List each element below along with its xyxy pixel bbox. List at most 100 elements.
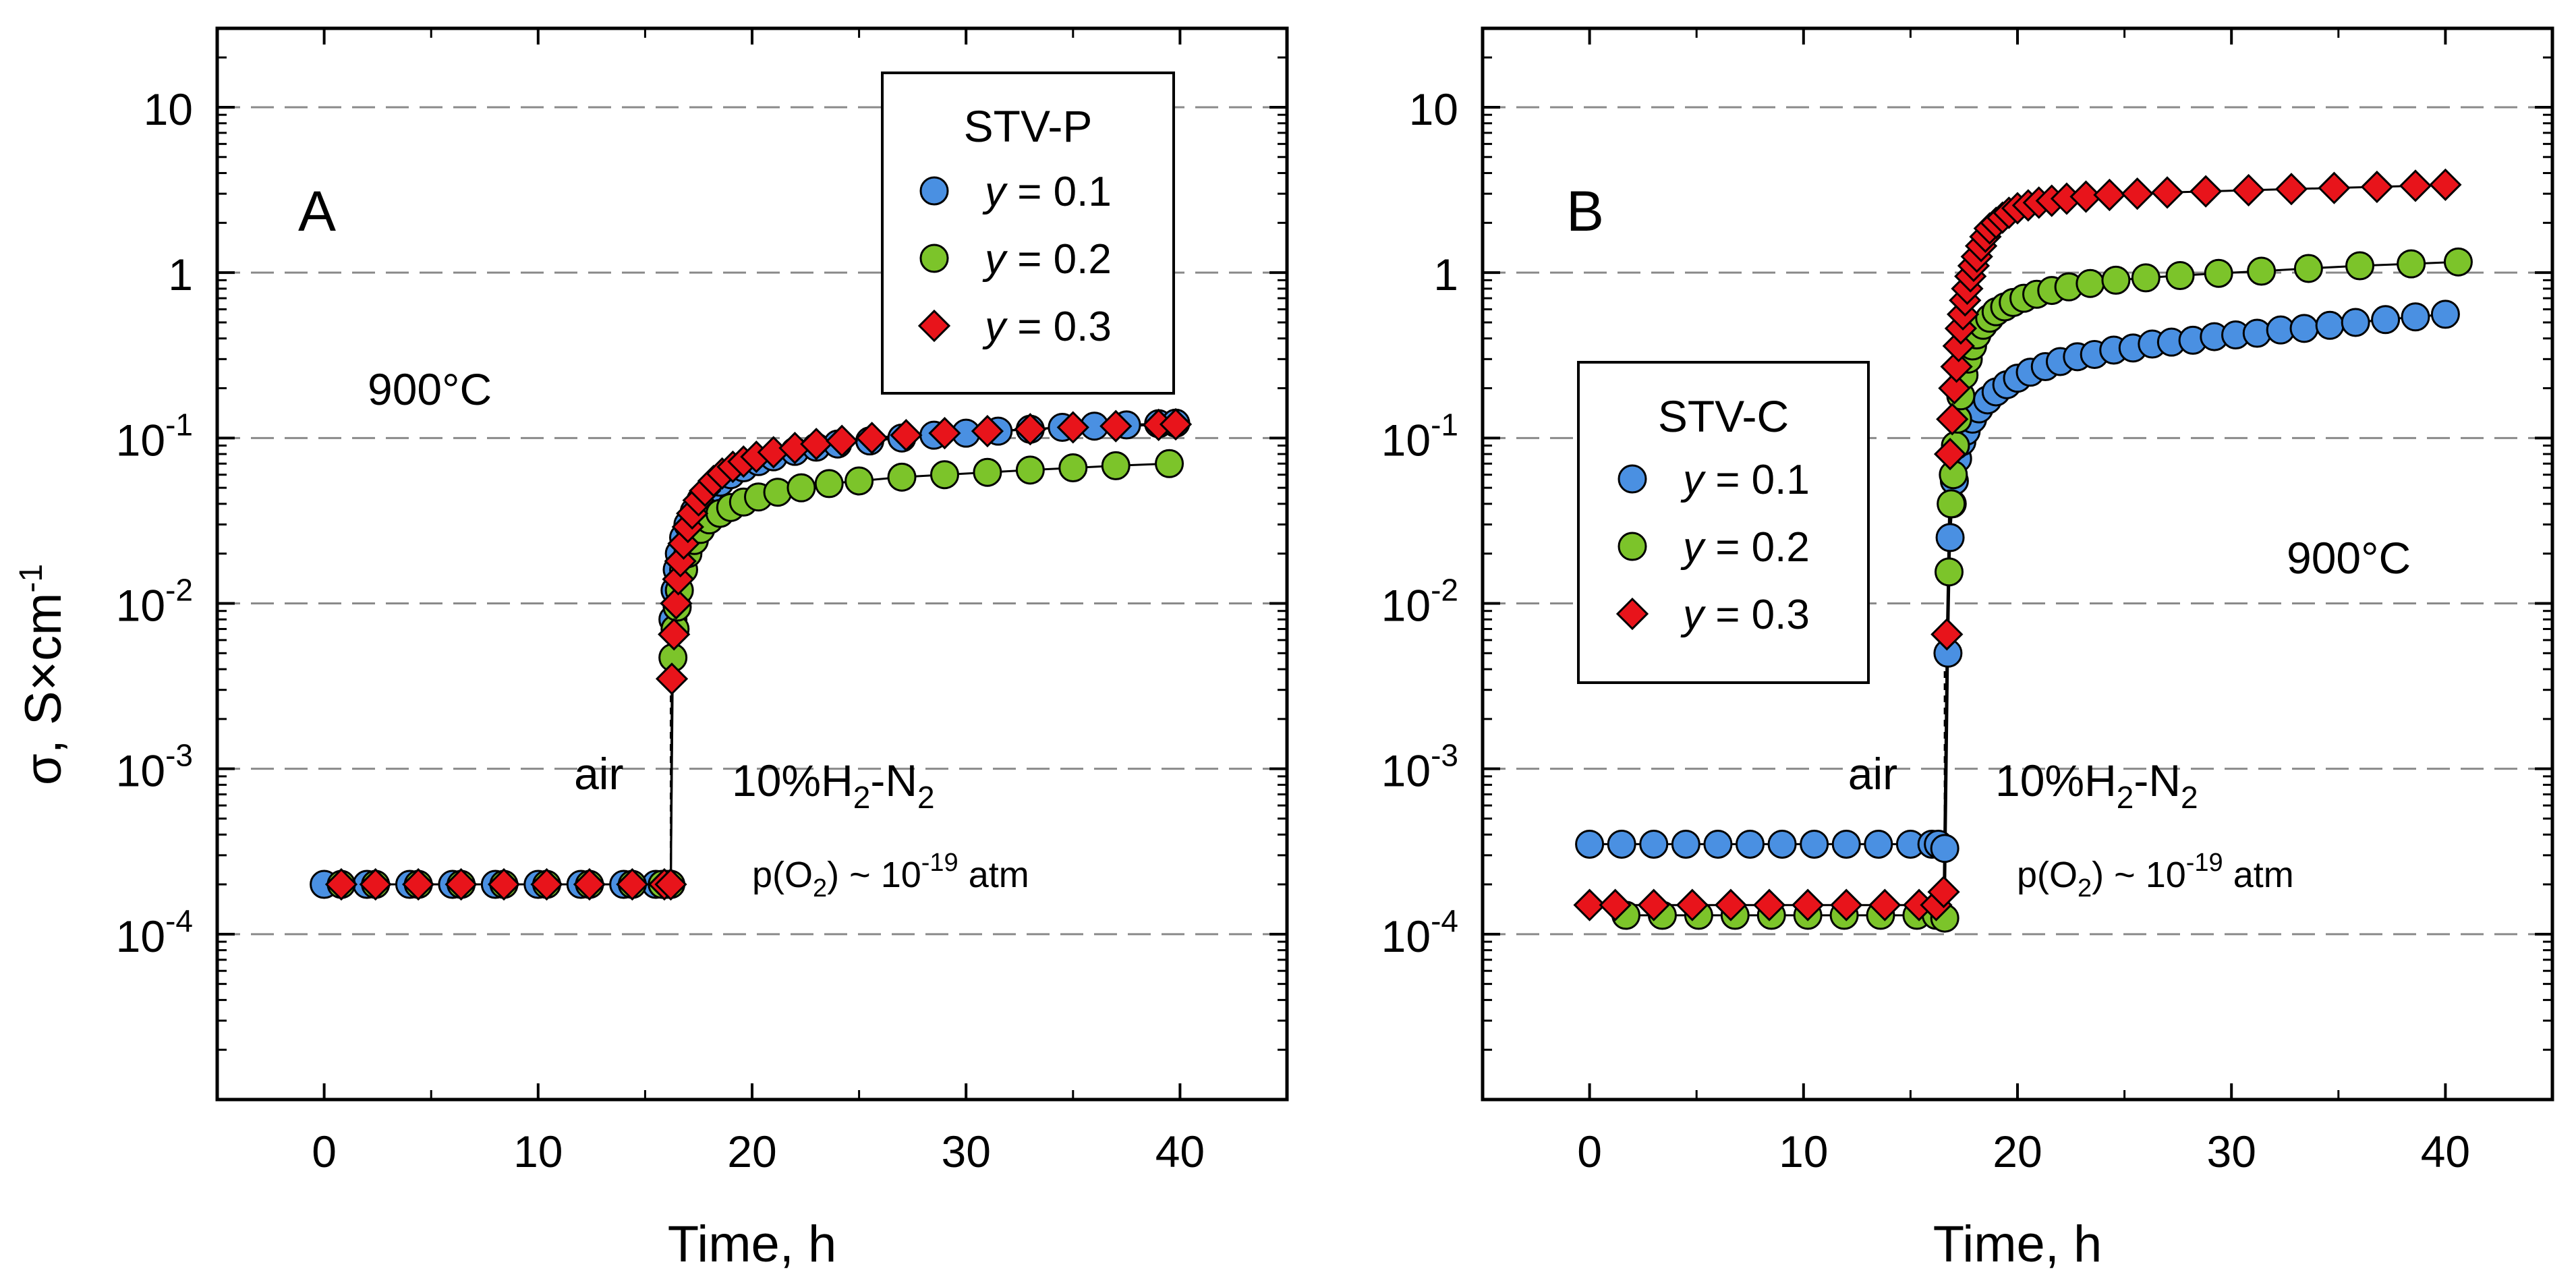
data-point	[1800, 829, 1829, 859]
legend-value: = 0.2	[1704, 524, 1810, 571]
data-point	[855, 422, 888, 455]
data-point	[971, 415, 1004, 448]
data-point	[2204, 258, 2233, 288]
data-point	[2131, 263, 2160, 293]
data-point	[2399, 169, 2432, 202]
h2-subscript: 2	[2117, 780, 2134, 815]
legend-marker	[917, 309, 951, 343]
po2-label: p(O2) ~ 10-19 atm	[2017, 849, 2294, 903]
y-tick-exponent: -2	[1431, 572, 1458, 607]
data-point	[1014, 413, 1047, 446]
data-point	[1752, 888, 1786, 921]
y-tick-label: 10	[1409, 84, 1458, 134]
y-tick-base: 1	[1433, 250, 1458, 300]
y-tick-label: 10	[144, 84, 193, 134]
atmosphere-h2-label: 10%H2-N2	[732, 756, 935, 815]
n2-subscript: 2	[2181, 780, 2198, 815]
atmosphere-air-label: air	[574, 749, 623, 799]
data-point	[1767, 829, 1797, 859]
data-point	[928, 416, 961, 450]
x-tick-label: 30	[2206, 1127, 2256, 1176]
data-point	[887, 462, 917, 492]
legend-box	[881, 72, 1175, 395]
data-point	[487, 867, 521, 901]
x-axis-title: Time, h	[1933, 1216, 2102, 1273]
data-point	[826, 424, 859, 457]
data-point	[1639, 829, 1669, 859]
panel-label: B	[1566, 179, 1604, 243]
data-point	[573, 867, 606, 901]
data-point	[890, 419, 923, 452]
legend-entry-label: y = 0.1	[982, 169, 1112, 215]
legend-value: = 0.2	[1006, 236, 1112, 283]
data-point	[2121, 177, 2154, 210]
series-3	[1573, 168, 2462, 921]
data-point	[1015, 455, 1045, 485]
data-point	[2360, 170, 2394, 204]
data-point	[2293, 254, 2323, 283]
temperature-label: 900°C	[2287, 533, 2411, 583]
data-point	[973, 457, 1002, 487]
data-point	[2318, 171, 2351, 204]
y-tick-base: 10	[1381, 580, 1431, 630]
data-point	[1940, 350, 1973, 383]
data-point	[1831, 829, 1861, 859]
y-tick-base: 1	[168, 250, 193, 300]
data-point	[2430, 300, 2460, 329]
h2-main: 10%H	[732, 756, 853, 805]
h2-mid: -N	[2134, 756, 2181, 805]
legend-title: STV-P	[964, 101, 1093, 151]
data-point	[1930, 834, 1959, 863]
po2-main: p(O	[752, 855, 813, 895]
y-tick-exponent: -1	[165, 407, 193, 442]
data-point	[1099, 409, 1133, 443]
data-point	[1934, 557, 1964, 587]
data-point	[1101, 451, 1130, 480]
y-tick-exponent: -4	[165, 903, 193, 938]
data-point	[654, 867, 687, 901]
data-point	[1159, 407, 1193, 441]
data-point	[1599, 888, 1632, 921]
data-point	[445, 867, 478, 901]
data-point	[324, 867, 358, 901]
data-point	[2345, 251, 2375, 281]
series-1	[1575, 300, 2460, 863]
y-axis-title-main: σ, S×cm	[15, 593, 72, 786]
y-tick-label: 10-1	[116, 407, 193, 465]
y-tick-label: 10-4	[116, 903, 193, 961]
po2-subscript: 2	[2078, 874, 2092, 903]
data-point	[1864, 829, 1893, 859]
y-axis-title-sup: -1	[13, 564, 49, 593]
data-point	[2429, 168, 2462, 201]
data-point	[2069, 180, 2102, 213]
data-point	[658, 618, 691, 651]
y-tick-label: 1	[168, 250, 193, 300]
x-tick-label: 40	[2421, 1127, 2470, 1176]
data-point	[2165, 260, 2195, 290]
data-point	[1868, 888, 1901, 921]
legend-variable: y	[1680, 592, 1707, 638]
po2-end: atm	[958, 855, 1029, 895]
y-tick-label: 10-2	[116, 572, 193, 630]
data-point	[2247, 256, 2277, 286]
y-tick-exponent: -4	[1431, 903, 1458, 938]
y-tick-base: 10	[116, 746, 165, 796]
legend-variable: y	[982, 304, 1008, 350]
legend-entry-label: y = 0.2	[1680, 524, 1810, 571]
y-tick-base: 10	[1381, 746, 1431, 796]
atmosphere-air-label: air	[1848, 749, 1897, 799]
series-fit-line	[341, 462, 1170, 886]
y-tick-label: 10-3	[1381, 738, 1458, 796]
data-point	[662, 563, 695, 596]
data-point	[1637, 888, 1670, 921]
data-point	[2401, 302, 2430, 332]
data-point	[2101, 265, 2131, 295]
data-point	[660, 587, 693, 620]
x-axis-title: Time, h	[668, 1216, 837, 1273]
h2-subscript: 2	[853, 780, 871, 815]
data-point	[786, 473, 816, 503]
temperature-label: 900°C	[368, 364, 492, 414]
